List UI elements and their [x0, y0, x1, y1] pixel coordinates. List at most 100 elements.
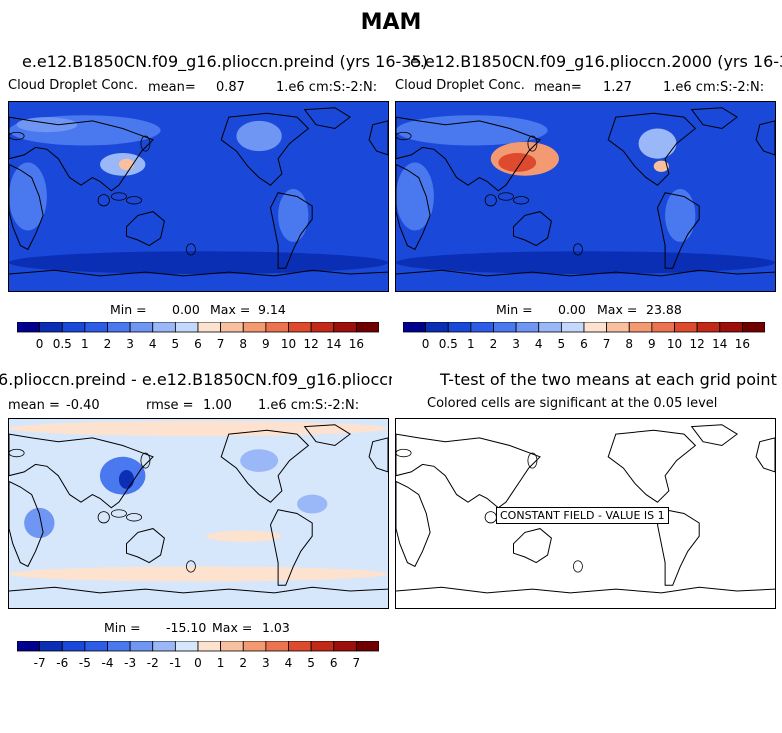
panel3-rmse-label: rmse =: [146, 398, 194, 413]
panel1-colorbar-tick: 16: [349, 337, 364, 351]
panel3-colorbar-tick: 1: [217, 656, 225, 670]
panel1-colorbar-tick: 9: [262, 337, 270, 351]
panel1-colorbar-tick: 0.5: [53, 337, 72, 351]
panel3-colorbar-box: [39, 641, 63, 652]
panel4-coastline: [690, 424, 738, 447]
panel3-coastline: [9, 480, 44, 568]
panel3-coastline: [9, 586, 388, 594]
panel1-colorbar-box: [39, 322, 63, 333]
panel2-colorbar-box: [538, 322, 562, 333]
panel1-colorbar-tick: 7: [217, 337, 225, 351]
panel4-coastline: [513, 528, 552, 564]
panel3-colorbar-box: [333, 641, 357, 652]
panel3-max-label: Max =: [212, 620, 253, 635]
panel1-colorbar-box: [288, 322, 312, 333]
panel3-coastline: [126, 528, 165, 564]
panel3-colorbar-box: [220, 641, 244, 652]
panel3-coastline: [220, 429, 310, 503]
panel3-colorbar-box: [265, 641, 289, 652]
panel2-coastline: [513, 211, 552, 247]
panel2-colorbar-box: [628, 322, 653, 333]
panel1-colorbar-box: [17, 322, 41, 333]
panel3-colorbar-box: [61, 641, 86, 652]
panel1-colorbar-box: [242, 322, 267, 333]
panel2-island: [513, 196, 530, 205]
panel1-colorbar-box: [174, 322, 199, 333]
panel2-colorbar-tick: 4: [535, 337, 543, 351]
panel1-units: 1.e6 cm:S:-2:N:: [276, 80, 378, 95]
panel2-colorbar-tick: 3: [512, 337, 520, 351]
panel4-title: T-test of the two means at each grid poi…: [440, 370, 777, 389]
panel1-colorbar-box: [265, 322, 289, 333]
panel2-colorbar-tick: 0.5: [439, 337, 458, 351]
panel3-colorbar-tick: -7: [34, 656, 46, 670]
panel2-island: [572, 243, 583, 256]
panel1-island: [140, 135, 151, 152]
panel3-colorbar-tick: -3: [124, 656, 136, 670]
panel3-title: e.e12.B1850CN.f09_g16.plioccn.preind - e…: [0, 370, 392, 389]
panel2-colorbar-box: [470, 322, 494, 333]
panel2-colorbar-box: [447, 322, 472, 333]
panel3-colorbar-tick: 5: [307, 656, 315, 670]
panel3-colorbar-box: [288, 641, 312, 652]
panel1-colorbar-box: [84, 322, 108, 333]
panel3-colorbar-box: [84, 641, 108, 652]
panel4-coastline: [607, 429, 697, 503]
panel3-colorbar-box: [355, 641, 379, 652]
panel1-colorbar-box: [152, 322, 176, 333]
panel2-coastline: [656, 192, 700, 269]
panel2-island: [484, 194, 497, 207]
panel4-coastline: [396, 480, 431, 568]
panel2-colorbar-tick: 2: [490, 337, 498, 351]
panel1-min-label: Min =: [110, 302, 147, 317]
panel1-island: [97, 194, 110, 207]
panel3-colorbar: -7 -6 -5 -4 -3 -2 -1 0 1 2 3 4 5 6 7: [17, 641, 379, 671]
panel2-min-label: Min =: [496, 302, 533, 317]
panel4-island: [396, 448, 412, 458]
panel2-variable: Cloud Droplet Conc.: [395, 78, 525, 93]
panel1-island: [9, 131, 25, 141]
panel1-variable: Cloud Droplet Conc.: [8, 78, 138, 93]
panel1-island: [110, 192, 127, 201]
panel2-coastline: [396, 163, 431, 251]
panel2-island: [497, 192, 514, 201]
panel1-colorbar-tick: 14: [326, 337, 341, 351]
panel3-colorbar-tick: 3: [262, 656, 270, 670]
panel3-mean-label: mean =: [8, 398, 60, 413]
panel2-max-value: 23.88: [646, 302, 682, 317]
panel3-island: [97, 511, 110, 524]
panel1-colorbar-box: [61, 322, 86, 333]
panel3-colorbar-tick: 6: [330, 656, 338, 670]
panel4-coastline: [656, 509, 700, 586]
panel1-coastline: [368, 120, 388, 156]
panel2-colorbar-tick: 16: [735, 337, 750, 351]
panel2-colorbar-box: [606, 322, 630, 333]
panel2-min-value: 0.00: [558, 302, 586, 317]
panel1-coastline: [269, 192, 313, 269]
panel2-colorbar-tick: 0: [422, 337, 430, 351]
panel3-colorbar-tick: 0: [194, 656, 202, 670]
panel2-island: [527, 135, 538, 152]
panel4-subtitle: Colored cells are significant at the 0.0…: [427, 396, 718, 411]
panel2-colorbar-tick: 14: [712, 337, 727, 351]
panel3-coastline: [303, 424, 351, 447]
panel1-colorbar-tick: 2: [104, 337, 112, 351]
panel2-island: [396, 131, 412, 141]
panel3-colorbar-box: [310, 641, 335, 652]
panel2-colorbar-tick: 5: [558, 337, 566, 351]
panel1-mean-value: 0.87: [216, 80, 245, 95]
panel3-min-value: -15.10: [166, 620, 207, 635]
panel1-colorbar-tick: 12: [303, 337, 318, 351]
panel3-colorbar-box: [242, 641, 267, 652]
panel1-colorbar-box: [129, 322, 154, 333]
panel3-colorbar-box: [107, 641, 131, 652]
panel2-colorbar-box: [493, 322, 517, 333]
panel3-title-clip: e.e12.B1850CN.f09_g16.plioccn.preind - e…: [0, 370, 392, 392]
panel2-colorbar-tick: 6: [580, 337, 588, 351]
panel1-colorbar-box: [333, 322, 357, 333]
panel2-colorbar-box: [651, 322, 675, 333]
panel3-colorbar-box: [129, 641, 154, 652]
panel3-colorbar-tick: -2: [147, 656, 159, 670]
panel2-coastline: [690, 107, 738, 130]
panel1-colorbar-box: [220, 322, 244, 333]
